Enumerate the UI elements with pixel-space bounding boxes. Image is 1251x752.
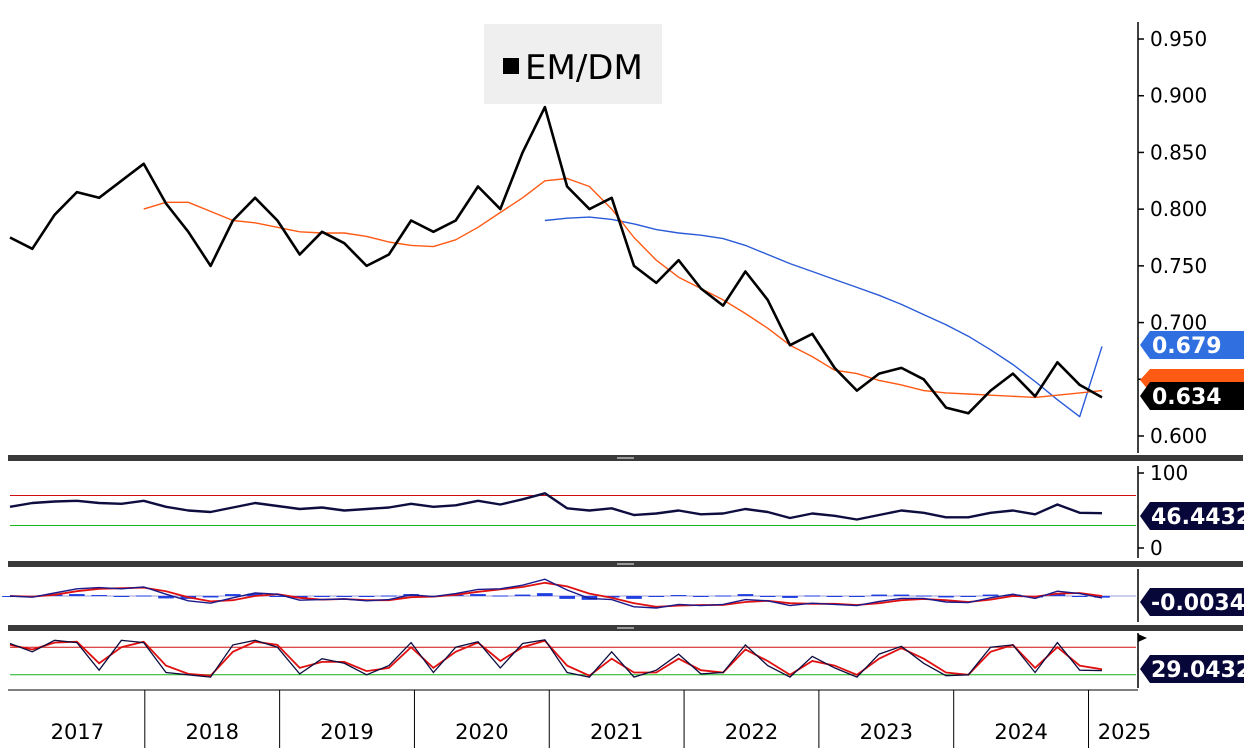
rsi-y-ticks: 100 0 (1138, 461, 1188, 560)
macd-badge-shape (1140, 588, 1244, 616)
price-y-tick-label: 0.900 (1150, 84, 1207, 108)
x-axis-year-label: 2017 (51, 720, 104, 744)
ma-long-badge-shape (1140, 331, 1244, 359)
macd-histogram-bar (247, 593, 263, 596)
price-y-tick-label: 0.850 (1150, 140, 1207, 164)
macd-badge-text: -0.0034 (1151, 591, 1245, 616)
macd-histogram-bar (514, 594, 531, 596)
macd-histogram-bar (537, 593, 553, 596)
rsi-plot-area (9, 492, 1136, 526)
stoch-k-line (9, 639, 1103, 678)
ma-long-badge: 0.679 (1140, 331, 1244, 359)
macd-histogram-bar (492, 595, 509, 597)
square-icon (503, 58, 519, 74)
price-badge-text: 0.634 (1152, 385, 1222, 410)
macd-histogram-bar (938, 596, 954, 598)
stoch-d-line (9, 639, 1103, 677)
stoch-badge-text: 29.0432 (1151, 658, 1251, 683)
price-plot-area (9, 105, 1103, 418)
macd-histogram-bar (915, 595, 932, 597)
macd-histogram-bar (804, 595, 821, 597)
macd-histogram-bar (202, 596, 219, 598)
macd-histogram-bar (269, 596, 286, 597)
stoch-plot-area (9, 639, 1136, 678)
ma-long-badge-text: 0.679 (1152, 334, 1222, 359)
x-axis-year-label: 2024 (994, 720, 1047, 744)
price-series-line (9, 105, 1103, 415)
price-badge: 0.634 (1140, 382, 1244, 410)
macd-histogram-bar (1071, 596, 1088, 597)
macd-histogram-bar (559, 596, 575, 599)
macd-badge: -0.0034 (1140, 588, 1245, 616)
macd-histogram-bar (782, 596, 798, 598)
price-y-tick-label: 0.750 (1150, 254, 1207, 278)
ma-long-series-line (544, 216, 1103, 418)
macd-histogram-bar (603, 596, 620, 598)
x-axis-year-label: 2022 (725, 720, 778, 744)
macd-histogram-bar (381, 595, 397, 597)
price-y-tick-label: 0.950 (1150, 27, 1207, 51)
price-y-tick-label: 0.700 (1150, 311, 1207, 335)
macd-signal-line (9, 581, 1103, 608)
rsi-y-tick-label: 100 (1150, 461, 1188, 485)
macd-histogram-bar (826, 596, 843, 597)
macd-histogram-bar (893, 594, 910, 596)
macd-histogram-bar (470, 594, 486, 596)
x-axis-year-label: 2023 (860, 720, 913, 744)
stoch-badge: 29.0432 (1140, 655, 1251, 683)
rsi-y-tick-label: 0 (1150, 536, 1163, 560)
macd-histogram-bar (982, 594, 999, 596)
macd-histogram-bar (871, 594, 887, 596)
macd-histogram-bar (626, 596, 642, 599)
x-axis-year-label: 2020 (455, 720, 508, 744)
macd-histogram-bar (670, 595, 687, 597)
rsi-badge-text: 46.4432 (1151, 505, 1251, 530)
ma-short-series-line (143, 177, 1103, 399)
macd-histogram-bar (91, 595, 107, 597)
macd-histogram-bar (737, 594, 754, 596)
rsi-series-line (9, 492, 1103, 521)
stoch-badge-shape (1140, 655, 1244, 683)
macd-histogram-bar (113, 596, 130, 597)
macd-histogram-bar (225, 594, 241, 596)
x-axis-year-label: 2018 (185, 720, 238, 744)
legend-label: EM/DM (525, 48, 643, 88)
macd-histogram-bar (1094, 596, 1110, 598)
macd-histogram-bar (69, 594, 85, 596)
macd-series-line (9, 578, 1103, 609)
macd-histogram-bar (1049, 594, 1066, 596)
stoch-axis-arrow (1138, 634, 1147, 642)
price-badge-shape (1140, 382, 1244, 410)
macd-histogram-bar (358, 596, 375, 597)
rsi-badge-shape (1140, 502, 1244, 530)
x-axis-year-label: 2025 (1098, 720, 1151, 744)
macd-histogram-bar (849, 596, 865, 597)
x-axis-year-label: 2021 (590, 720, 643, 744)
x-axis: 2017 2018 2019 2020 2021 2022 2023 2024 2025 (8, 689, 1151, 748)
macd-histogram-bar (336, 596, 353, 597)
price-y-tick-label: 0.800 (1150, 197, 1207, 221)
price-y-tick-label: 0.600 (1150, 424, 1207, 448)
macd-histogram-bar (135, 595, 152, 597)
legend: EM/DM (484, 24, 662, 104)
rsi-badge: 46.4432 (1140, 502, 1251, 530)
x-axis-year-label: 2019 (320, 720, 373, 744)
macd-histogram-bar (960, 596, 977, 597)
macd-histogram-bar (648, 596, 665, 597)
macd-histogram-bar (693, 596, 709, 597)
macd-histogram-bar (314, 596, 330, 597)
macd-plot-area (2, 578, 1136, 609)
macd-histogram-bar (158, 596, 174, 599)
macd-histogram-bar (715, 595, 731, 597)
macd-histogram-bar (759, 596, 776, 597)
